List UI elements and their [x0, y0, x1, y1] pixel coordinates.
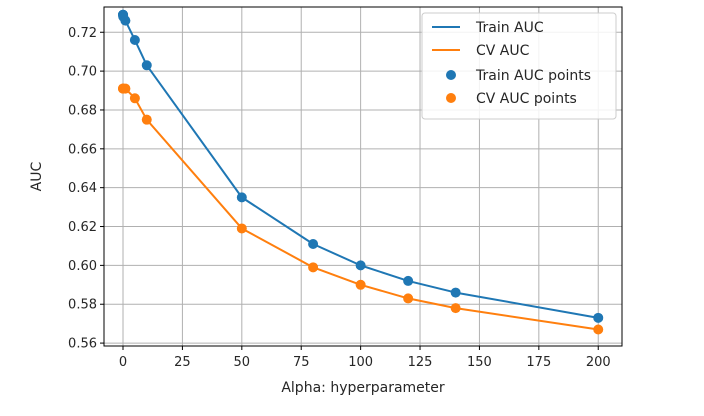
- x-tick-label: 125: [408, 355, 433, 370]
- data-point-train-auc: [450, 287, 461, 298]
- legend-label: CV AUC: [476, 43, 530, 59]
- y-tick-label: 0.58: [68, 298, 97, 313]
- legend-marker-swatch: [446, 70, 456, 80]
- data-point-cv-auc: [308, 262, 319, 273]
- data-point-cv-auc: [236, 223, 247, 234]
- x-tick-label: 75: [293, 355, 310, 370]
- legend-label: CV AUC points: [476, 91, 577, 107]
- data-point-cv-auc: [593, 324, 604, 335]
- data-point-cv-auc: [450, 303, 461, 314]
- data-point-cv-auc: [403, 293, 414, 304]
- x-tick-label: 0: [119, 355, 127, 370]
- data-point-cv-auc: [129, 93, 140, 104]
- data-point-cv-auc: [120, 83, 131, 94]
- y-tick-label: 0.72: [68, 26, 97, 41]
- data-point-train-auc: [120, 15, 131, 26]
- axis-ticks: 0 25 50 75 100 125 150 175 200 0.56 0.58 0.60 0.62 0.…: [68, 26, 611, 370]
- legend-marker-swatch: [446, 93, 456, 103]
- data-point-cv-auc: [141, 114, 152, 125]
- y-tick-label: 0.68: [68, 103, 97, 118]
- data-point-cv-auc: [355, 279, 366, 290]
- x-axis-label: Alpha: hyperparameter: [281, 380, 445, 396]
- legend: Train AUC CV AUC Train AUC points CV AUC po…: [421, 12, 617, 120]
- axes-frame: [103, 6, 623, 347]
- legend-label: Train AUC: [475, 20, 544, 36]
- data-point-train-auc: [308, 239, 319, 250]
- x-tick-label: 100: [348, 355, 373, 370]
- data-point-train-auc: [236, 192, 247, 203]
- data-point-train-auc: [355, 260, 366, 271]
- x-tick-label: 175: [526, 355, 551, 370]
- y-tick-label: 0.62: [68, 220, 97, 235]
- data-point-train-auc: [141, 60, 152, 71]
- y-tick-label: 0.56: [68, 337, 97, 352]
- data-point-train-auc: [129, 35, 140, 46]
- data-point-train-auc: [593, 312, 604, 323]
- legend-frame: [421, 12, 617, 120]
- x-tick-label: 50: [234, 355, 251, 370]
- x-tick-label: 150: [467, 355, 492, 370]
- y-tick-label: 0.60: [68, 259, 97, 274]
- plot-area: [118, 9, 604, 335]
- x-tick-label: 25: [174, 355, 191, 370]
- grid: [104, 7, 622, 346]
- data-point-train-auc: [403, 275, 414, 286]
- y-tick-label: 0.66: [68, 142, 97, 157]
- y-tick-label: 0.70: [68, 65, 97, 80]
- y-axis-label: AUC: [29, 161, 45, 191]
- legend-label: Train AUC points: [475, 68, 591, 84]
- x-tick-label: 200: [586, 355, 611, 370]
- y-tick-label: 0.64: [68, 181, 97, 196]
